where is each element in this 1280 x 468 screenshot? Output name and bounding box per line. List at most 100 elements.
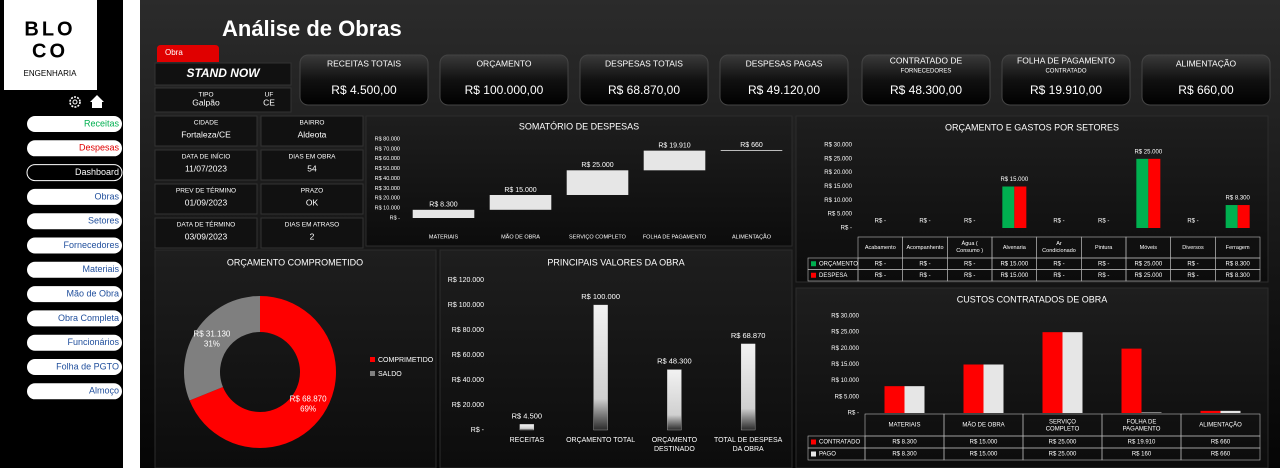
x-tick-label: ORÇAMENTO TOTAL (566, 437, 635, 444)
table-value: R$ - (964, 273, 975, 279)
y-tick-label: R$ 25.000 (824, 156, 852, 162)
y-tick-label: R$ 10.000 (824, 198, 852, 204)
table-value: R$ 8.300 (892, 440, 917, 446)
nav-label[interactable]: Almoço (89, 386, 119, 396)
legend-swatch (811, 439, 816, 445)
nav-label[interactable]: Funcionários (67, 337, 119, 347)
data-label: R$ - (919, 219, 930, 225)
waterfall-bar (566, 170, 629, 195)
donut-slice (189, 296, 337, 448)
bar (983, 364, 1004, 413)
x-tick-label: ALIMENTAÇÃO (732, 233, 772, 240)
data-label: R$ 8.300 (429, 202, 458, 209)
nav-label[interactable]: Folha de PGTO (56, 361, 119, 371)
table-header: Água (Consumo ) (956, 240, 983, 254)
bar (593, 304, 608, 431)
table-value: R$ 15.000 (1000, 273, 1028, 279)
y-tick-label: R$ 30.000 (831, 314, 859, 320)
bar (1042, 332, 1063, 413)
waterfall-bar (412, 209, 475, 218)
nav-button[interactable] (27, 310, 122, 327)
nav-label[interactable]: Despesas (79, 143, 120, 153)
legend-swatch (370, 371, 375, 376)
table-header: Ferragem (1226, 245, 1250, 251)
home-icon[interactable] (90, 95, 104, 108)
info-label: PREV DE TÉRMINO (176, 186, 236, 195)
table-value: R$ 15.000 (1000, 261, 1028, 267)
x-tick-label: ORÇAMENTO DESTINADO (652, 437, 698, 453)
table-value: R$ - (1053, 273, 1064, 279)
nav-label[interactable]: Obra Completa (58, 313, 119, 323)
kpi-sublabel: FORNECEDORES (901, 69, 952, 75)
nav-button[interactable] (27, 213, 122, 230)
nav-button[interactable] (27, 261, 122, 278)
legend-label: COMPRIMETIDO (378, 357, 434, 364)
kpi-value: R$ 4.500,00 (331, 83, 397, 97)
nav-button[interactable] (27, 140, 122, 157)
legend-swatch (370, 357, 375, 362)
nav-button[interactable] (27, 334, 122, 351)
nav-button[interactable] (26, 164, 123, 182)
logo-mark: BLO (24, 18, 75, 40)
y-tick-label: R$ 60.000 (452, 352, 484, 359)
waterfall-bar (720, 149, 783, 151)
info-value: OK (306, 197, 319, 207)
info-value: Aldeota (298, 129, 327, 139)
table-value: R$ 660 (1211, 452, 1231, 458)
table-header: Diversos (1182, 245, 1204, 251)
nav-label[interactable]: Materiais (82, 264, 119, 274)
percent-label: 69% (300, 405, 316, 414)
kpi-card (1141, 54, 1271, 106)
info-value: 01/09/2023 (185, 197, 228, 207)
nav-label[interactable]: Obras (94, 191, 119, 201)
data-label: R$ - (1098, 219, 1109, 225)
info-value: Fortaleza/CE (181, 129, 231, 139)
nav-button[interactable] (27, 383, 122, 400)
y-tick-label: R$ - (390, 215, 401, 221)
info-value: 03/09/2023 (185, 231, 228, 241)
nav-label[interactable]: Fornecedores (63, 240, 119, 250)
nav-button[interactable] (27, 188, 122, 205)
legend-swatch (811, 261, 816, 267)
y-tick-label: R$ - (841, 226, 852, 232)
data-label: R$ 25.000 (581, 162, 613, 169)
legend-label: DESPESA (819, 273, 847, 279)
table-header: Acabamento (865, 245, 896, 251)
kpi-label: ALIMENTAÇÃO (1176, 58, 1237, 68)
data-label: R$ 15.000 (504, 187, 536, 194)
nav-button[interactable] (27, 116, 122, 132)
legend-swatch (811, 272, 816, 278)
logo-mark: CO (32, 40, 68, 62)
settings-icon-core (72, 99, 78, 105)
logo-box (4, 0, 97, 90)
kpi-card (439, 54, 569, 106)
nav-label[interactable]: Receitas (84, 118, 120, 128)
table-value: R$ - (1053, 261, 1064, 267)
nav-label[interactable]: Setores (88, 216, 120, 226)
page-title: Análise de Obras (222, 16, 402, 41)
y-tick-label: R$ 10.000 (831, 378, 859, 384)
table-value: R$ - (919, 273, 930, 279)
data-label: R$ 19.910 (658, 142, 690, 149)
data-label: R$ 31.130 (193, 330, 230, 339)
nav-button[interactable] (27, 359, 122, 375)
nav-label[interactable]: Dashboard (75, 167, 119, 177)
project-tag-bg (157, 45, 219, 62)
nav-button[interactable] (27, 237, 122, 254)
bar (667, 369, 682, 431)
data-label: R$ 660 (740, 142, 763, 149)
bar (1002, 186, 1015, 228)
kpi-label: DESPESAS PAGAS (746, 58, 823, 68)
settings-icon[interactable] (69, 96, 81, 108)
table-value: R$ 160 (1132, 452, 1152, 458)
data-label: R$ 8.300 (1225, 196, 1250, 202)
table-value: R$ 8.300 (1225, 273, 1250, 279)
project-type-box (154, 87, 292, 113)
table-value: R$ - (875, 261, 886, 267)
nav-button[interactable] (27, 286, 122, 303)
y-tick-label: R$ - (471, 427, 485, 434)
nav-label[interactable]: Mão de Obra (66, 288, 119, 298)
legend-label: SALDO (378, 371, 402, 378)
bar (1237, 205, 1250, 228)
